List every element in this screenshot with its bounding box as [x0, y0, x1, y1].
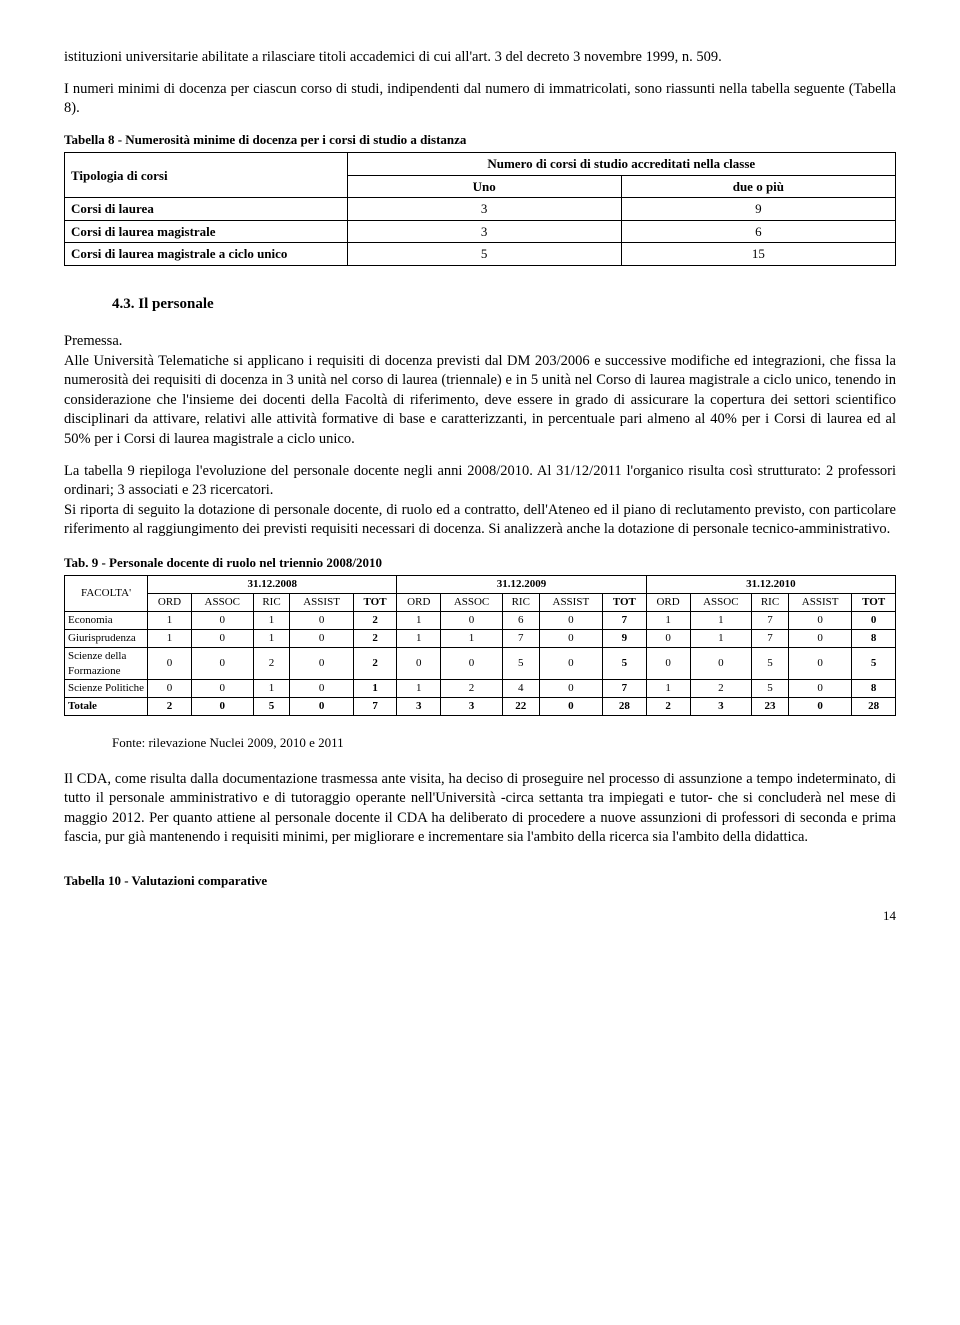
tab8-sub-uno: Uno	[347, 175, 621, 198]
intro-paragraph-1: istituzioni universitarie abilitate a ri…	[64, 48, 896, 68]
tab9-date-hdr: 31.12.2010	[646, 576, 895, 594]
page-number: 14	[64, 907, 896, 925]
tab9-date-hdr: 31.12.2009	[397, 576, 646, 594]
tab9-fonte: Fonte: rilevazione Nuclei 2009, 2010 e 2…	[112, 734, 896, 752]
section-4-3-heading: 4.3. Il personale	[112, 294, 896, 314]
tab8-col-tipologia: Tipologia di corsi	[65, 153, 348, 198]
tab9-caption: Tab. 9 - Personale docente di ruolo nel …	[64, 554, 896, 572]
tab9-row: Scienze Politiche 00101 12407 12508	[65, 680, 896, 698]
tab8-row: Corsi di laurea magistrale 3 6	[65, 220, 896, 243]
section43-p1: Alle Università Telematiche si applicano…	[64, 352, 896, 450]
intro-paragraph-2: I numeri minimi di docenza per ciascun c…	[64, 80, 896, 119]
tab8-sub-due: due o più	[621, 175, 895, 198]
tab9-subheader-row: ORD ASSOC RIC ASSIST TOT ORD ASSOC RIC A…	[65, 594, 896, 612]
tab9-table: FACOLTA' 31.12.2008 31.12.2009 31.12.201…	[64, 575, 896, 716]
tab8-caption: Tabella 8 - Numerosità minime di docenza…	[64, 131, 896, 149]
section43-p3: Si riporta di seguito la dotazione di pe…	[64, 501, 896, 540]
tab8-col-numero: Numero di corsi di studio accreditati ne…	[347, 153, 895, 176]
tab9-row: Scienze della Formazione 00202 00505 005…	[65, 647, 896, 680]
tab9-row: Economia 10102 10607 11700	[65, 612, 896, 630]
section43-p2: La tabella 9 riepiloga l'evoluzione del …	[64, 462, 896, 501]
premessa-label: Premessa.	[64, 332, 896, 352]
tab10-caption: Tabella 10 - Valutazioni comparative	[64, 872, 896, 890]
tab9-date-hdr: 31.12.2008	[148, 576, 397, 594]
tab9-row-totale: Totale 20507 3322028 2323028	[65, 698, 896, 716]
tab8-row: Corsi di laurea 3 9	[65, 198, 896, 221]
tab9-facolta-hdr: FACOLTA'	[65, 576, 148, 612]
tab9-row: Giurisprudenza 10102 11709 01708	[65, 629, 896, 647]
tab8-row: Corsi di laurea magistrale a ciclo unico…	[65, 243, 896, 266]
tab8-table: Tipologia di corsi Numero di corsi di st…	[64, 152, 896, 266]
closing-p1: Il CDA, come risulta dalla documentazion…	[64, 770, 896, 848]
